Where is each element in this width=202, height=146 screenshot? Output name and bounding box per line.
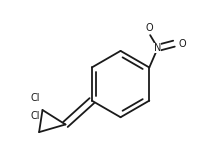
Text: Cl: Cl	[31, 111, 40, 121]
Text: Cl: Cl	[31, 93, 40, 103]
Text: N: N	[154, 43, 161, 53]
Text: O: O	[178, 39, 186, 49]
Text: O: O	[145, 23, 153, 33]
